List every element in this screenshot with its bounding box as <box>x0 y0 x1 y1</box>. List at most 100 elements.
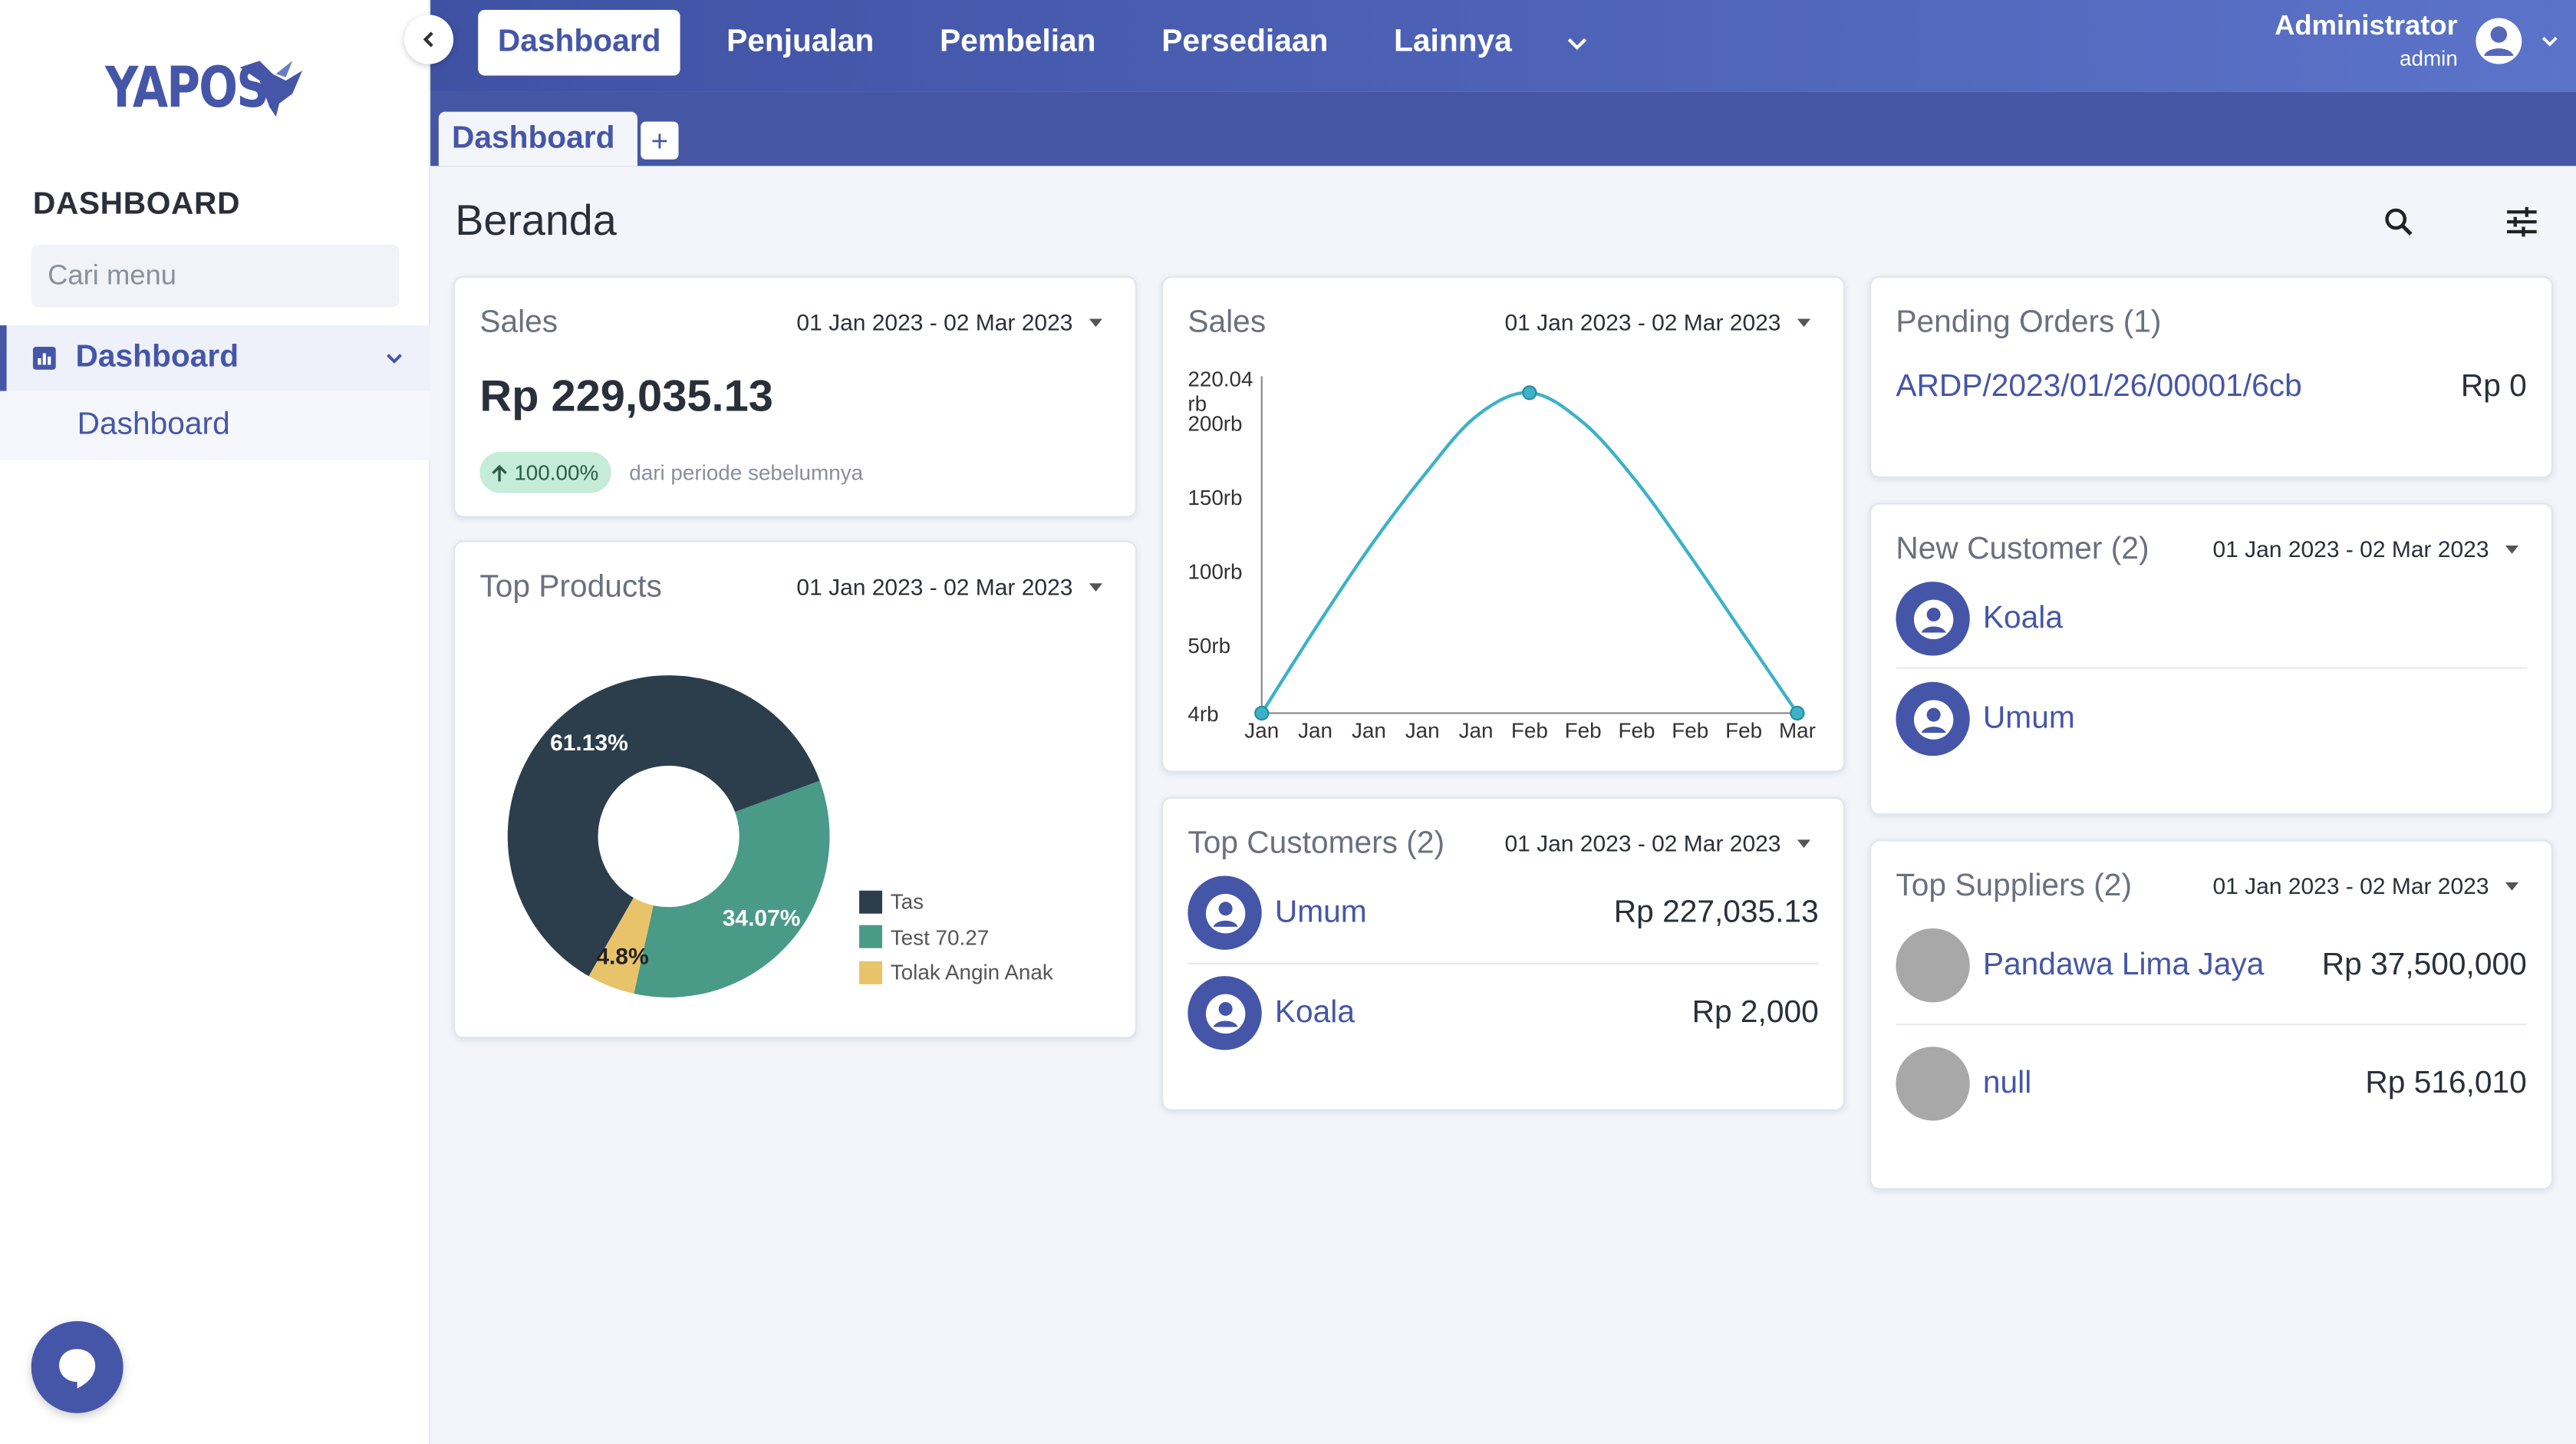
list-item[interactable]: Koala Rp 2,000 <box>1188 963 1819 1063</box>
legend-item[interactable]: Test 70.27 <box>859 919 1053 954</box>
customer-name[interactable]: Umum <box>1982 701 2075 736</box>
top-customers-card: Top Customers (2) 01 Jan 2023 - 02 Mar 2… <box>1161 796 1846 1111</box>
top-navbar: Dashboard Penjualan Pembelian Persediaan… <box>430 0 2576 92</box>
date-range-picker[interactable]: 01 Jan 2023 - 02 Mar 2023 <box>1504 309 1811 335</box>
x-tick-label: Mar <box>1779 719 1816 743</box>
date-range-label: 01 Jan 2023 - 02 Mar 2023 <box>2212 536 2489 562</box>
nav-lainnya[interactable]: Lainnya <box>1394 25 1512 60</box>
customer-amount: Rp 227,035.13 <box>1613 895 1819 930</box>
tab-bar: Dashboard + <box>430 91 2576 166</box>
change-note: dari periode sebelumnya <box>629 460 864 485</box>
nav-persediaan[interactable]: Persediaan <box>1161 25 1329 60</box>
change-value: 100.00% <box>514 460 599 485</box>
date-range-picker[interactable]: 01 Jan 2023 - 02 Mar 2023 <box>796 309 1103 335</box>
brand-name: YAPOS <box>105 55 269 122</box>
pie-slice[interactable] <box>588 898 654 994</box>
new-customer-card: New Customer (2) 01 Jan 2023 - 02 Mar 20… <box>1869 503 2554 816</box>
main-nav: Dashboard Penjualan Pembelian Persediaan… <box>478 9 1597 76</box>
sidebar-item-label: Dashboard <box>75 340 239 375</box>
y-tick-label: 100rb <box>1188 560 1242 584</box>
date-range-picker[interactable]: 01 Jan 2023 - 02 Mar 2023 <box>1504 829 1811 856</box>
card-title: Top Suppliers (2) <box>1896 869 2132 904</box>
x-tick-label: Jan <box>1352 719 1386 743</box>
order-amount: Rp 0 <box>2460 368 2527 404</box>
order-link[interactable]: ARDP/2023/01/26/00001/6cb <box>1896 368 2302 404</box>
sidebar-subitem-dashboard[interactable]: Dashboard <box>0 391 431 460</box>
nav-penjualan[interactable]: Penjualan <box>726 25 875 60</box>
y-tick-label: 50rb <box>1188 634 1230 658</box>
y-tick-label: 220.04 <box>1188 367 1253 391</box>
customer-amount: Rp 2,000 <box>1692 994 1819 1030</box>
sidebar-heading: DASHBOARD <box>32 187 241 223</box>
date-range-label: 01 Jan 2023 - 02 Mar 2023 <box>796 573 1073 600</box>
nav-pembelian[interactable]: Pembelian <box>939 25 1096 60</box>
sidebar-collapse-button[interactable] <box>404 15 454 64</box>
card-title: New Customer (2) <box>1896 532 2149 567</box>
date-range-picker[interactable]: 01 Jan 2023 - 02 Mar 2023 <box>2212 536 2519 562</box>
sidebar: YAPOS DASHBOARD Dashboard Dashboard <box>0 0 431 1444</box>
list-item[interactable]: Koala <box>1896 569 2526 669</box>
user-menu[interactable]: Administrator admin <box>2275 10 2560 71</box>
data-point[interactable] <box>1254 705 1270 721</box>
list-item[interactable]: null Rp 516,010 <box>1896 1034 2527 1134</box>
user-circle-icon[interactable] <box>2474 15 2523 64</box>
date-range-picker[interactable]: 01 Jan 2023 - 02 Mar 2023 <box>796 573 1103 600</box>
card-title: Top Products <box>479 570 662 605</box>
legend-item[interactable]: Tolak Angin Anak <box>859 954 1053 990</box>
legend-item[interactable]: Tas <box>859 884 1053 919</box>
pie-slice[interactable] <box>634 780 830 997</box>
pie-slice[interactable] <box>507 675 820 977</box>
customer-name[interactable]: Koala <box>1982 600 2064 635</box>
sidebar-item-dashboard[interactable]: Dashboard <box>0 325 431 391</box>
user-role: admin <box>2399 45 2458 71</box>
bird-logo-icon <box>239 61 303 117</box>
menu-search-input[interactable] <box>48 259 411 293</box>
x-tick-label: Feb <box>1618 719 1655 743</box>
sales-total-value: Rp 229,035.13 <box>479 371 773 421</box>
date-range-picker[interactable]: 01 Jan 2023 - 02 Mar 2023 <box>2212 872 2519 898</box>
chevron-down-icon[interactable] <box>2540 31 2560 51</box>
tab-dashboard[interactable]: Dashboard <box>438 111 638 166</box>
legend-label: Tas <box>890 889 924 915</box>
list-item[interactable]: ARDP/2023/01/26/00001/6cb Rp 0 <box>1896 337 2526 437</box>
supplier-name[interactable]: null <box>1982 1065 2032 1100</box>
avatar <box>1896 681 1970 757</box>
avatar <box>1188 976 1262 1050</box>
page-search-button[interactable] <box>2377 200 2420 243</box>
customer-name[interactable]: Koala <box>1274 994 1355 1030</box>
sales-chart-card: Sales 01 Jan 2023 - 02 Mar 2023 4rb 50rb 1… <box>1161 275 1846 773</box>
card-title: Pending Orders (1) <box>1896 305 2162 341</box>
top-products-donut-chart: 61.13% 34.07% 4.8% <box>507 675 830 997</box>
nav-more-button[interactable] <box>1558 10 1597 76</box>
pending-orders-card: Pending Orders (1) ARDP/2023/01/26/00001… <box>1869 275 2554 479</box>
list-item[interactable]: Pandawa Lima Jaya Rp 37,500,000 <box>1896 915 2527 1016</box>
chevron-down-icon[interactable] <box>384 348 404 368</box>
avatar <box>1896 582 1970 656</box>
date-range-label: 01 Jan 2023 - 02 Mar 2023 <box>1504 829 1781 856</box>
list-item[interactable]: Umum Rp 227,035.13 <box>1188 862 1819 963</box>
x-tick-label: Feb <box>1565 719 1602 743</box>
nav-dashboard[interactable]: Dashboard <box>478 9 681 76</box>
x-tick-label: Jan <box>1459 719 1494 743</box>
x-tick-label: Jan <box>1244 719 1279 743</box>
slice-value-label: 34.07% <box>723 905 801 931</box>
x-tick-label: Jan <box>1298 719 1332 743</box>
supplier-amount: Rp 516,010 <box>2365 1065 2527 1100</box>
y-tick-label: 200rb <box>1188 411 1242 435</box>
caret-down-icon <box>2505 544 2519 553</box>
data-point[interactable] <box>1522 385 1537 401</box>
card-title: Sales <box>479 305 558 341</box>
list-item[interactable]: Umum <box>1896 669 2526 770</box>
customer-name[interactable]: Umum <box>1274 895 1367 930</box>
series-line <box>1260 391 1799 714</box>
caret-down-icon <box>1797 318 1811 327</box>
brand-logo[interactable]: YAPOS <box>105 55 305 122</box>
add-tab-button[interactable]: + <box>641 121 679 160</box>
chat-button[interactable] <box>31 1320 124 1413</box>
settings-sliders-button[interactable] <box>2501 200 2544 243</box>
data-point[interactable] <box>1790 705 1805 721</box>
page-title: Beranda <box>455 195 617 246</box>
supplier-name[interactable]: Pandawa Lima Jaya <box>1982 947 2265 982</box>
menu-search[interactable] <box>31 245 411 308</box>
